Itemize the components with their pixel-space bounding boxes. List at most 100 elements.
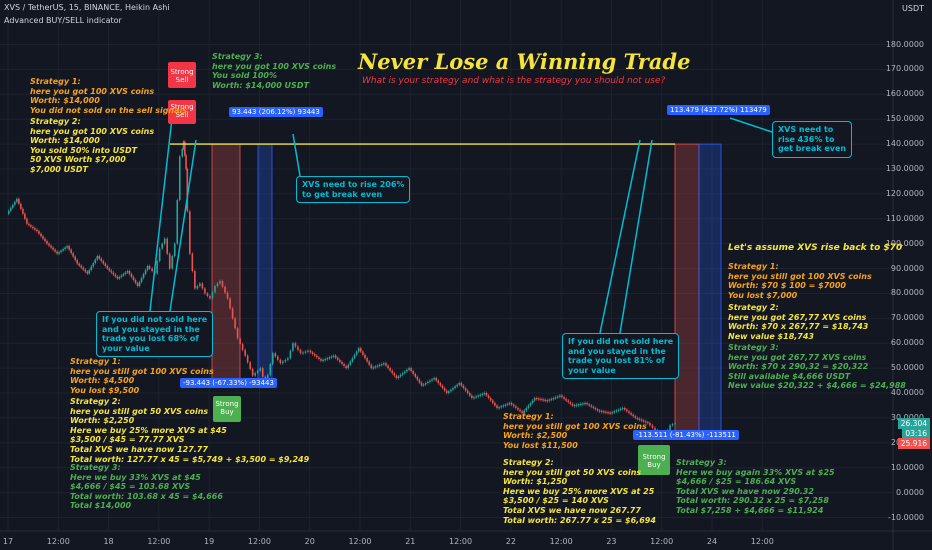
candle-body	[441, 385, 444, 389]
candle-body	[353, 354, 356, 359]
candle-body	[418, 379, 421, 383]
candle-body	[389, 368, 391, 371]
top-strategy-1: Strategy 1: here you got 100 XVS coins Wor…	[30, 77, 188, 115]
candle-body	[178, 156, 181, 201]
x-tick-label: 17	[2, 537, 14, 546]
candle-body	[194, 271, 196, 289]
candle-body	[88, 270, 91, 274]
candle-body	[548, 399, 551, 401]
candle-body	[72, 253, 74, 257]
symbol-title[interactable]: XVS / TetherUS, 15, BINANCE, Heikin Ashi	[4, 3, 170, 12]
candle-body	[492, 400, 494, 403]
y-tick-label: 110.0000	[885, 213, 924, 223]
currency-label: USDT	[902, 4, 924, 13]
candle-body	[433, 378, 435, 380]
candle-body	[654, 427, 656, 431]
strong-sell-signal[interactable]: Strong Sell	[168, 62, 196, 88]
candle-body	[211, 292, 214, 299]
candle-body	[347, 364, 350, 369]
candle-body	[473, 397, 475, 399]
pointer-lost-68a	[149, 117, 173, 312]
candle-body	[500, 406, 502, 408]
candle-body	[318, 357, 320, 360]
candle-body	[462, 385, 465, 389]
candle-body	[370, 364, 373, 369]
candle-body	[92, 263, 95, 267]
y-tick-label: -10.0000	[888, 512, 924, 522]
candle-body	[216, 283, 219, 286]
x-tick-label: 24	[706, 537, 718, 546]
candle-body	[236, 328, 239, 339]
candle-body	[54, 249, 56, 252]
candle-body	[380, 363, 383, 366]
candle-body	[454, 386, 456, 389]
candle-body	[621, 407, 624, 410]
candle-body	[605, 411, 607, 413]
candle-body	[628, 411, 630, 413]
x-tick-label: 12:00	[147, 537, 171, 546]
candle-body	[538, 398, 540, 400]
candle-body	[22, 208, 24, 214]
low-strategy-2: Strategy 2: here you still got 50 XVS coi…	[503, 458, 656, 525]
y-tick-label: 0.0000	[896, 487, 924, 497]
y-tick-label: 70.0000	[890, 313, 924, 323]
candle-body	[282, 361, 284, 364]
candle-body	[326, 358, 329, 360]
candle-body	[206, 293, 209, 296]
candle-body	[78, 263, 80, 266]
candle-body	[586, 402, 588, 405]
candle-body	[114, 274, 117, 277]
candle-body	[671, 424, 674, 426]
candle-body	[494, 402, 496, 406]
strong-buy-signal[interactable]: Strong Buy	[213, 396, 241, 422]
callout-rise-436: XVS need to rise 436% to get break even	[772, 121, 853, 158]
candle-body	[80, 265, 83, 268]
candle-body	[299, 349, 302, 354]
strong-sell-signal-2[interactable]: Strong Sell	[168, 100, 196, 124]
y-tick-label: 130.0000	[885, 163, 924, 173]
candle-body	[70, 249, 72, 254]
candle-body	[302, 352, 304, 354]
y-tick-label: 60.0000	[890, 338, 924, 348]
candle-body	[431, 379, 433, 381]
candle-body	[106, 266, 109, 269]
candle-body	[466, 390, 469, 394]
candle-body	[124, 272, 127, 275]
candle-body	[508, 402, 511, 405]
candle-body	[56, 251, 58, 254]
pointer-rise-206	[292, 133, 301, 177]
candle-body	[100, 258, 103, 262]
loss-zone-2	[674, 143, 700, 431]
indicator-name[interactable]: Advanced BUY/SELL indicator	[4, 16, 122, 25]
x-tick-label: 22	[505, 537, 516, 546]
candle-body	[357, 348, 360, 352]
candle-body	[136, 282, 139, 286]
candle-body	[36, 229, 38, 232]
candle-body	[345, 366, 347, 369]
candle-body	[32, 226, 34, 229]
candle-body	[322, 359, 324, 362]
candle-body	[427, 381, 429, 384]
candle-body	[412, 371, 414, 374]
candle-body	[66, 246, 68, 248]
candle-body	[515, 406, 517, 408]
strong-buy-signal-2[interactable]: Strong Buy	[638, 445, 670, 475]
candle-body	[279, 359, 282, 364]
candle-body	[523, 410, 526, 413]
candle-body	[168, 253, 171, 269]
candle-body	[294, 343, 297, 347]
candle-body	[529, 402, 532, 406]
candle-body	[102, 261, 105, 264]
candle-body	[600, 410, 603, 413]
candle-body	[550, 398, 553, 401]
candle-body	[110, 270, 113, 273]
candle-body	[199, 283, 201, 286]
candle-body	[156, 261, 158, 274]
candle-body	[189, 211, 191, 254]
candle-body	[249, 362, 251, 369]
candle-body	[674, 422, 676, 425]
callout-lost-68: If you did not sold here and you stayed i…	[96, 311, 214, 358]
right-strategy-2: Strategy 2: here you got 267,77 XVS coins…	[728, 303, 869, 341]
candle-body	[649, 422, 651, 426]
